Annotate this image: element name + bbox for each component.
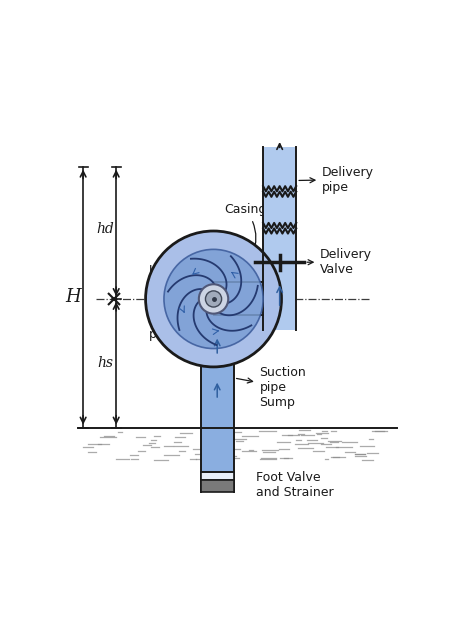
- Text: hd Impeller: hd Impeller: [149, 265, 220, 278]
- Text: hs: hs: [97, 356, 113, 370]
- Circle shape: [146, 231, 282, 367]
- Text: hd: hd: [96, 222, 114, 236]
- Text: Delivery
pipe: Delivery pipe: [299, 166, 374, 193]
- Text: H: H: [65, 288, 81, 306]
- Text: Suction
pipe
Sump: Suction pipe Sump: [237, 366, 306, 409]
- FancyBboxPatch shape: [263, 147, 296, 330]
- FancyBboxPatch shape: [201, 471, 234, 480]
- Text: Casing: Casing: [225, 204, 267, 254]
- Text: eye of
pump: eye of pump: [149, 313, 188, 341]
- Circle shape: [164, 250, 263, 349]
- FancyBboxPatch shape: [201, 480, 234, 492]
- FancyBboxPatch shape: [201, 299, 234, 492]
- Circle shape: [199, 284, 228, 313]
- Text: Delivery
Valve: Delivery Valve: [307, 248, 372, 276]
- FancyBboxPatch shape: [213, 283, 263, 315]
- Circle shape: [205, 291, 222, 307]
- Text: Foot Valve
and Strainer: Foot Valve and Strainer: [256, 471, 333, 499]
